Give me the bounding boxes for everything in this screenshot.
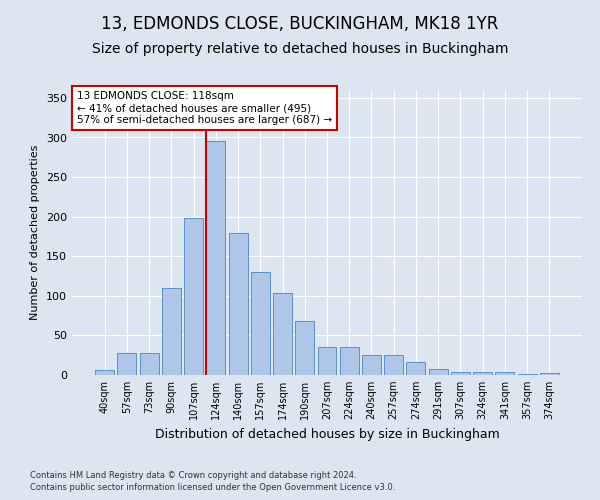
Bar	[451, 372, 470, 375]
Text: Size of property relative to detached houses in Buckingham: Size of property relative to detached ho…	[92, 42, 508, 56]
Bar	[184, 218, 203, 375]
Text: Contains public sector information licensed under the Open Government Licence v3: Contains public sector information licen…	[30, 484, 395, 492]
Bar	[317, 346, 337, 375]
Bar	[473, 372, 492, 375]
Bar	[362, 355, 381, 375]
Bar	[251, 272, 270, 375]
Text: Contains HM Land Registry data © Crown copyright and database right 2024.: Contains HM Land Registry data © Crown c…	[30, 471, 356, 480]
Bar	[140, 353, 158, 375]
Bar	[406, 362, 425, 375]
Bar	[384, 355, 403, 375]
Bar	[340, 346, 359, 375]
Bar	[496, 372, 514, 375]
Text: 13, EDMONDS CLOSE, BUCKINGHAM, MK18 1YR: 13, EDMONDS CLOSE, BUCKINGHAM, MK18 1YR	[101, 15, 499, 33]
Bar	[429, 370, 448, 375]
Bar	[540, 374, 559, 375]
X-axis label: Distribution of detached houses by size in Buckingham: Distribution of detached houses by size …	[155, 428, 499, 440]
Bar	[229, 232, 248, 375]
Bar	[295, 321, 314, 375]
Bar	[118, 353, 136, 375]
Bar	[162, 288, 181, 375]
Bar	[273, 294, 292, 375]
Text: 13 EDMONDS CLOSE: 118sqm
← 41% of detached houses are smaller (495)
57% of semi-: 13 EDMONDS CLOSE: 118sqm ← 41% of detach…	[77, 92, 332, 124]
Bar	[518, 374, 536, 375]
Bar	[206, 142, 225, 375]
Y-axis label: Number of detached properties: Number of detached properties	[31, 145, 40, 320]
Bar	[95, 370, 114, 375]
